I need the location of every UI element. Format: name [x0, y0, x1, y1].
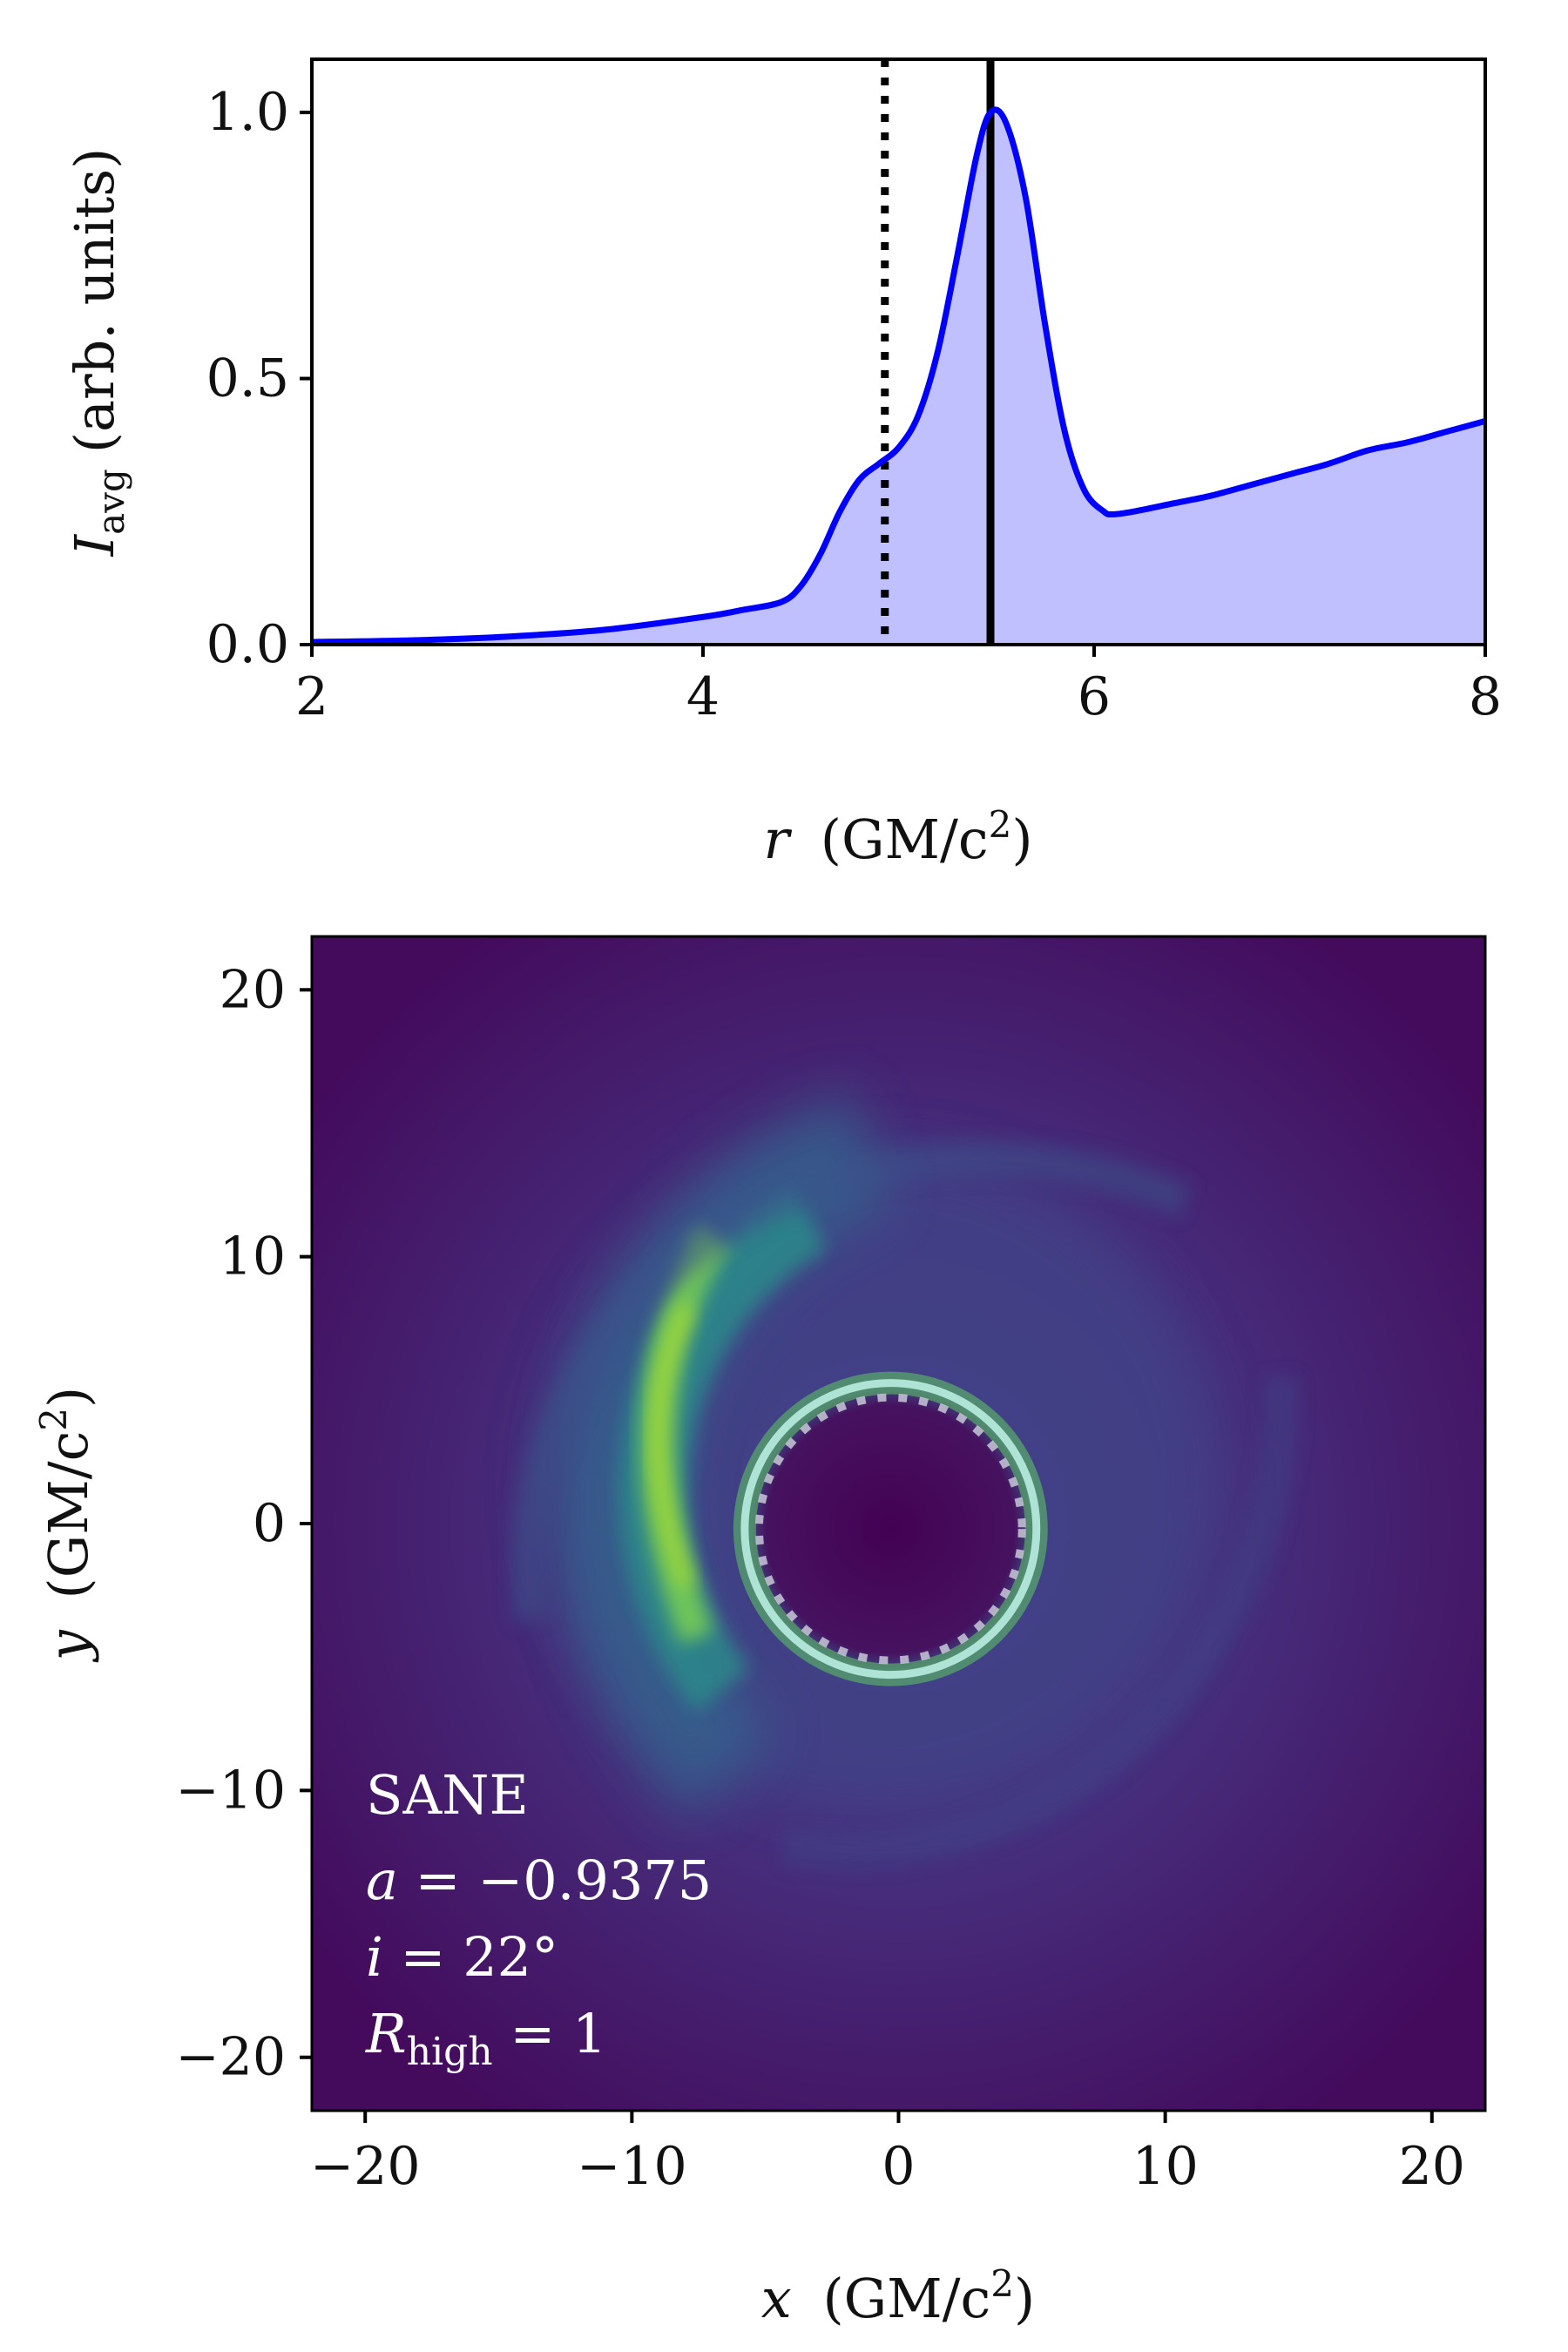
y-axis-label: Iavg(arb. units) — [63, 148, 132, 558]
y-axis-ticks: 0.0 0.5 1.0 — [206, 82, 312, 675]
intensity-profile-panel: 2 4 6 8 0.0 0.5 1.0 r (GM/c2) Iavg(arb. units… — [63, 57, 1502, 871]
plot-frame — [310, 57, 1487, 646]
accretion-disk-emission — [510, 1092, 1299, 1869]
intensity-series-line — [312, 106, 1485, 645]
x-tick-label: 0 — [882, 2136, 915, 2197]
y-tick-label: 10 — [220, 1227, 286, 1288]
y-tick-label: 0.5 — [206, 348, 289, 409]
x-tick-label: 4 — [686, 666, 720, 727]
x-tick-label: 6 — [1078, 666, 1111, 727]
rhigh-label: Rhigh = 1 — [365, 2002, 606, 2074]
inner-radius-ring — [754, 1393, 1026, 1665]
model-label: SANE — [366, 1763, 529, 1827]
y-tick-label: 0 — [253, 1493, 286, 1554]
spiral-arm-1 — [510, 1140, 1193, 1623]
y-tick-label: 20 — [220, 959, 286, 1020]
y-tick-label: −10 — [175, 1760, 286, 1821]
x-axis-label: r (GM/c2) — [763, 803, 1032, 871]
spin-label: a = −0.9375 — [366, 1848, 712, 1912]
y-tick-label: 0.0 — [206, 614, 289, 675]
x-tick-label: 8 — [1469, 666, 1502, 727]
y-tick-label: 1.0 — [206, 82, 289, 143]
inclination-label: i = 22° — [366, 1925, 558, 1989]
black-hole-shadow — [744, 1382, 1037, 1675]
x-tick-label: −10 — [577, 2136, 687, 2197]
y-tick-label: −20 — [175, 2027, 286, 2088]
y-axis-label: y (GM/c2) — [32, 1387, 100, 1664]
spiral-arm-2 — [781, 1375, 1299, 1869]
y-axis-ticks: −20 −10 0 10 20 — [175, 959, 312, 2088]
crescent-core — [650, 1302, 696, 1589]
x-tick-label: 2 — [295, 666, 328, 727]
image-panel: −20 −10 0 10 20 −20 −10 0 10 20 SANE a = −0.9375… — [32, 935, 1487, 2330]
peak-radius-ring — [740, 1379, 1041, 1680]
x-tick-label: 10 — [1132, 2136, 1198, 2197]
parameter-annotations: SANE a = −0.9375 i = 22° Rhigh = 1 — [365, 1763, 712, 2074]
x-axis-ticks: 2 4 6 8 — [295, 645, 1502, 727]
x-axis-ticks: −20 −10 0 10 20 — [310, 2111, 1465, 2197]
x-tick-label: −20 — [310, 2136, 421, 2197]
x-tick-label: 20 — [1399, 2136, 1465, 2197]
x-axis-label: x (GM/c2) — [761, 2262, 1035, 2330]
intensity-area-fill — [312, 109, 1485, 645]
